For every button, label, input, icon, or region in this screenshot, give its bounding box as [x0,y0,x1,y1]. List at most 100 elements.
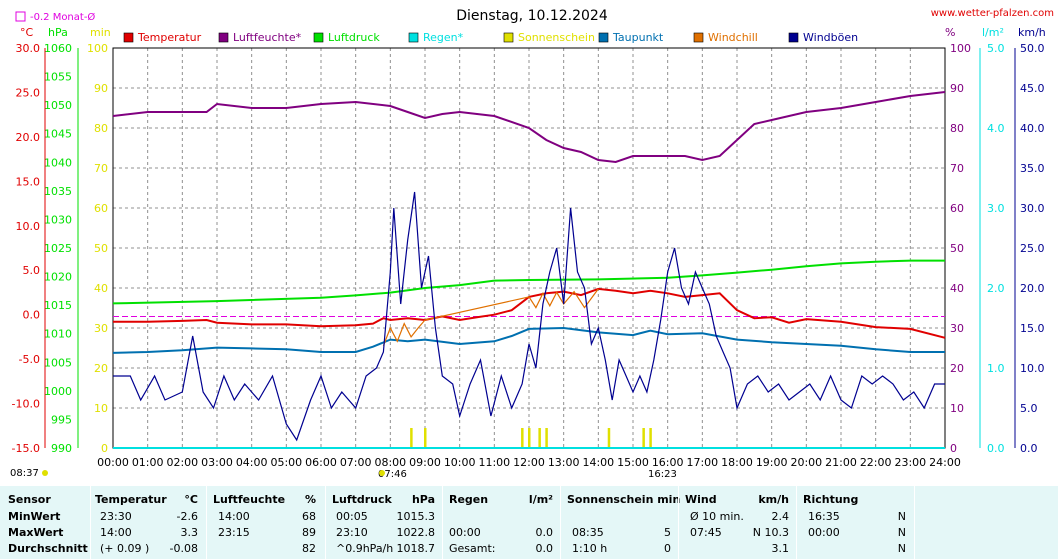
sunshine-bar [528,428,531,448]
sun-icon [42,470,48,476]
tick-sunshine: 60 [94,202,108,215]
tick-pressure: 990 [51,442,72,455]
tick-rain: 1.0 [987,362,1005,375]
tick-humidity: 40 [950,282,964,295]
axis-unit-rain: l/m² [982,26,1004,39]
legend-label-pressure: Luftdruck [328,31,380,44]
tick-sunshine: 40 [94,282,108,295]
axis-unit-humidity: % [945,26,955,39]
legend-swatch-gust [788,32,799,43]
tick-wind: 30.0 [1020,202,1045,215]
tick-time: 11:00 [478,456,510,469]
stats-column-divider [442,486,443,559]
tick-temperature: -10.0 [12,398,40,411]
tick-wind: 35.0 [1020,162,1045,175]
windchill-line [382,288,599,347]
tick-rain: 3.0 [987,202,1005,215]
sunshine-bar [649,428,652,448]
pressure-line [112,259,945,305]
stats-temperature-time: 23:30 [100,510,132,523]
sunshine-bar [424,428,427,448]
tick-rain: 2.0 [987,282,1005,295]
stats-direction-time: 16:35 [808,510,840,523]
stats-header-sunshine: Sonnenschein min [567,493,681,506]
sunshine-bar [545,428,548,448]
tick-time: 03:00 [201,456,233,469]
dewpoint-line [112,326,945,354]
weather-chart: 30.0 25.0 20.0 15.0 10.0 5.0 0.0 -5.0 -10.0 -15.0… [10,8,1054,480]
legend-label-windchill: Windchill [708,31,758,44]
tick-sunshine: 20 [94,362,108,375]
tick-pressure: 1015 [44,299,72,312]
legend-swatch-temperature [123,32,134,43]
tick-sunshine: 100 [87,42,108,55]
site-link[interactable]: www.wetter-pfalzen.com [931,8,1054,19]
tick-time: 05:00 [270,456,302,469]
stats-pressure-time: ^0.9hPa/h [336,542,394,555]
stats-column-divider [206,486,207,559]
stats-column-divider [796,486,797,559]
stats-header-direction: Richtung [803,493,859,506]
tick-time: 08:00 [374,456,406,469]
stats-rain-value: 0.0 [535,542,554,555]
stats-column-divider [325,486,326,559]
stats-column-divider [914,486,915,559]
stats-rain-time: 00:00 [449,526,481,539]
axis-unit-pressure: hPa [48,26,68,39]
stats-header-wind-unit: km/h [758,493,789,506]
stats-humidity-value: 82 [302,542,316,555]
tick-wind: 20.0 [1020,282,1045,295]
legend-swatch-pressure [313,32,324,43]
legend-label-sunshine: Sonnenschein [518,31,595,44]
stats-humidity-value: 89 [302,526,316,539]
tick-rain: 5.0 [987,42,1005,55]
tick-temperature: -15.0 [12,442,40,455]
tick-humidity: 100 [950,42,971,55]
stats-column-divider [678,486,679,559]
tick-wind: 50.0 [1020,42,1045,55]
tick-sunshine: 90 [94,82,108,95]
stats-temperature-value: -2.6 [176,510,198,523]
tick-wind: 10.0 [1020,362,1045,375]
tick-pressure: 1045 [44,128,72,141]
stats-header-rain-unit: l/m² [528,493,553,506]
tick-rain: 0.0 [987,442,1005,455]
tick-sunshine: 0 [101,442,108,455]
stats-direction-time: 00:00 [808,526,840,539]
stats-pressure-value: 1018.7 [396,542,436,555]
sunshine-bar [538,428,541,448]
stats-row-label: MinWert [8,510,61,523]
stats-header-pressure: Luftdruck [332,493,392,506]
chart-grid [112,47,946,449]
tick-humidity: 30 [950,322,964,335]
stats-rain-time: Gesamt: [449,542,496,555]
stats-wind-value: 3.1 [771,542,790,555]
tick-sunshine: 50 [94,242,108,255]
tick-time: 06:00 [305,456,337,469]
tick-pressure: 1050 [44,99,72,112]
stats-wind-value: N 10.3 [752,526,789,539]
stats-sunshine-time: 08:35 [572,526,604,539]
stats-header-sensor: Sensor [8,493,51,506]
legend-swatch-humidity [218,32,229,43]
stats-header-pressure-unit: hPa [411,493,435,506]
sunshine-bar [607,428,611,448]
tick-time: 00:00 [97,456,129,469]
stats-pressure-time: 23:10 [336,526,368,539]
tick-time: 18:00 [721,456,753,469]
stats-temperature-value: 3.3 [180,526,199,539]
tick-time: 22:00 [860,456,892,469]
tick-time: 01:00 [132,456,164,469]
stats-header-temperature-unit: °C [184,493,198,506]
tick-humidity: 50 [950,242,964,255]
stats-temperature-time: (+ 0.09 ) [100,542,150,555]
tick-temperature: -5.0 [19,353,40,366]
tick-sunshine: 30 [94,322,108,335]
tick-time: 21:00 [825,456,857,469]
tick-time: 04:00 [236,456,268,469]
tick-time: 02:00 [166,456,198,469]
sunshine-bar [410,428,413,448]
humidity-line [112,91,946,164]
tick-temperature: 10.0 [16,220,41,233]
tick-time: 16:00 [652,456,684,469]
